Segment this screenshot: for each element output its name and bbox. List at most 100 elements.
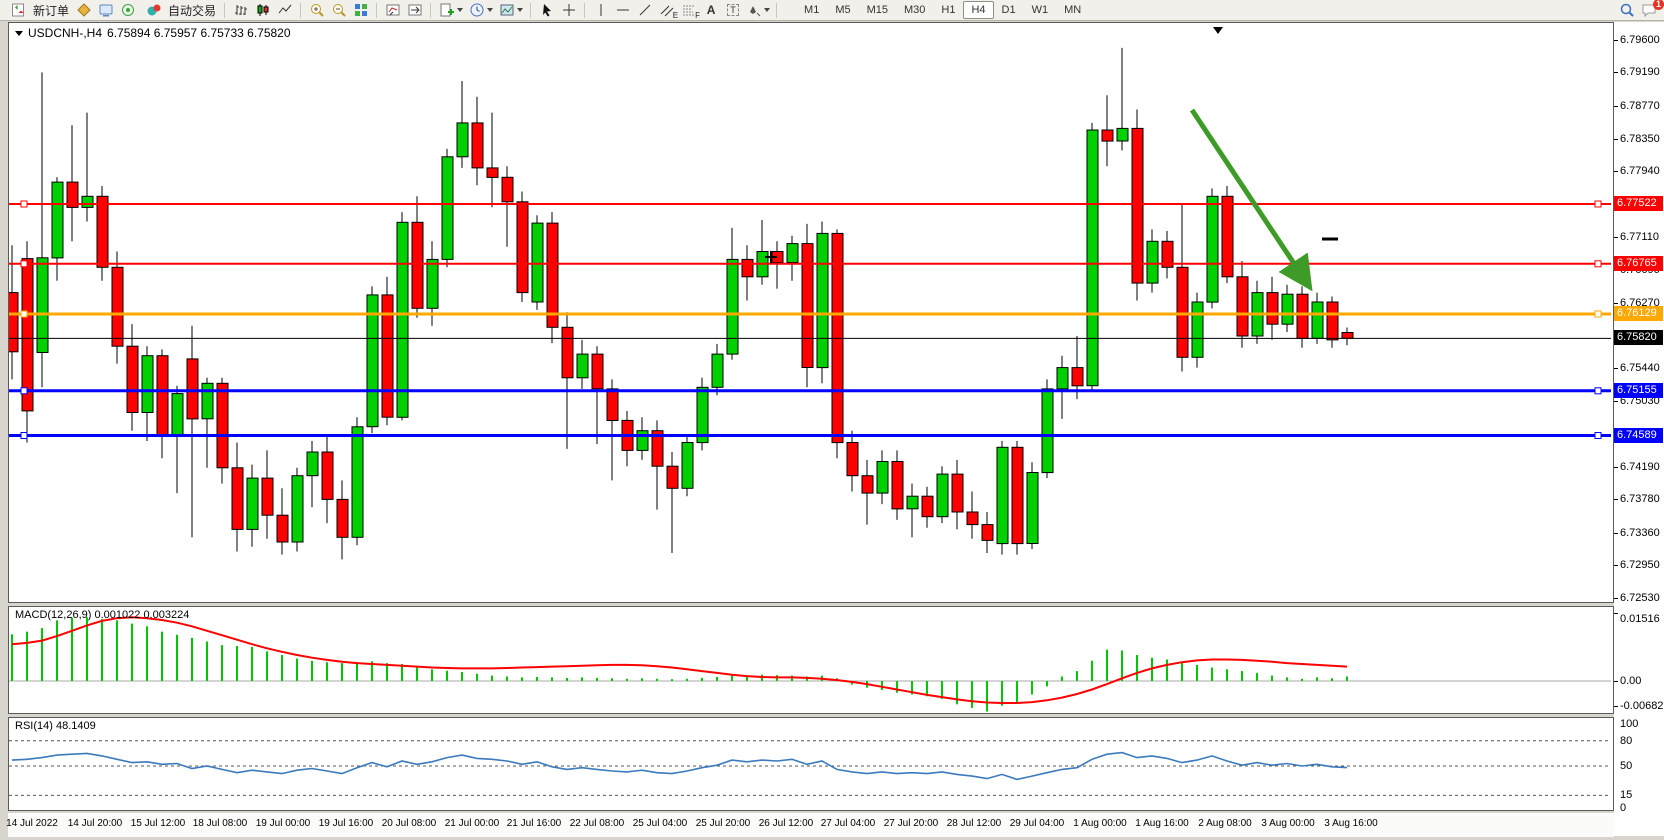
symbol-dropdown-icon[interactable] xyxy=(15,30,23,36)
macd-scale-label: 0.01516 xyxy=(1620,613,1660,625)
macd-scale-label: 0.00 xyxy=(1620,675,1642,687)
timeframe-h1[interactable]: H1 xyxy=(941,4,956,16)
time-axis[interactable] xyxy=(8,813,1614,837)
time-axis-label: 2 Aug 08:00 xyxy=(1198,818,1252,829)
rsi-canvas[interactable] xyxy=(9,718,1613,810)
arrows-icon[interactable] xyxy=(744,1,772,20)
chart-symbol: USDCNH-,H4 xyxy=(28,26,103,40)
price-tick-mark xyxy=(1614,565,1618,566)
price-tick-mark xyxy=(1614,72,1618,73)
toolbar-separator xyxy=(376,2,378,18)
main-toolbar: 新订单 自动交易 E F A T xyxy=(0,0,1664,21)
chat-badge: 1 xyxy=(1653,0,1664,10)
price-tick-mark xyxy=(1614,139,1618,140)
chart-title: USDCNH-,H4 6.75894 6.75957 6.75733 6.758… xyxy=(15,26,291,40)
candlestick-chart-icon[interactable] xyxy=(252,1,274,20)
rsi-scale-label: 50 xyxy=(1620,760,1633,772)
vertical-line-icon[interactable] xyxy=(590,1,612,20)
price-chart-canvas[interactable] xyxy=(9,23,1613,602)
macd-label: MACD(12,26,9) 0.001022 0.003224 xyxy=(15,609,190,621)
terminal-icon[interactable] xyxy=(95,1,117,20)
time-axis-label: 1 Aug 00:00 xyxy=(1073,818,1127,829)
price-tick-label: 6.78770 xyxy=(1620,100,1660,112)
price-tick-mark xyxy=(1614,237,1618,238)
chevron-down-icon xyxy=(487,8,494,12)
toolbar-separator xyxy=(530,2,532,18)
chart-shift-icon[interactable] xyxy=(404,1,426,20)
rsi-label: RSI(14) 48.1409 xyxy=(15,720,96,732)
new-order-button[interactable]: 新订单 xyxy=(4,1,73,20)
time-axis-label: 19 Jul 16:00 xyxy=(318,818,374,829)
macd-canvas[interactable] xyxy=(9,607,1613,713)
bar-chart-icon[interactable] xyxy=(230,1,252,20)
chat-icon[interactable]: 1 xyxy=(1638,0,1664,20)
time-axis-label: 25 Jul 20:00 xyxy=(695,818,751,829)
macd-scale-tick xyxy=(1614,613,1618,614)
timeframe-m1[interactable]: M1 xyxy=(804,4,820,16)
signal-icon[interactable] xyxy=(117,1,139,20)
crosshair-icon[interactable] xyxy=(558,1,580,20)
time-axis-label: 3 Aug 16:00 xyxy=(1324,818,1378,829)
toolbar-separator xyxy=(776,2,778,18)
text-icon[interactable]: A xyxy=(700,1,722,20)
price-tick-label: 6.77940 xyxy=(1620,165,1660,177)
price-tick-mark xyxy=(1614,171,1618,172)
price-tick-mark xyxy=(1614,499,1618,500)
period-clock-icon[interactable] xyxy=(466,1,496,20)
macd-panel[interactable]: MACD(12,26,9) 0.001022 0.003224 xyxy=(8,606,1614,714)
price-tick-label: 6.79190 xyxy=(1620,66,1660,78)
cross-marker xyxy=(765,251,777,263)
price-tick-label: 6.77110 xyxy=(1620,231,1659,243)
indicator-window-icon[interactable] xyxy=(382,1,404,20)
macd-scale-tick xyxy=(1614,681,1618,682)
zoom-in-icon[interactable] xyxy=(306,1,328,20)
auto-trading-label: 自动交易 xyxy=(168,3,217,18)
zoom-out-icon[interactable] xyxy=(328,1,350,20)
line-chart-icon[interactable] xyxy=(274,1,296,20)
price-tick-label: 6.79600 xyxy=(1620,34,1660,46)
price-tick-label: 6.72950 xyxy=(1620,559,1660,571)
timeframe-h4[interactable]: H4 xyxy=(963,1,994,19)
price-tick-mark xyxy=(1614,368,1618,369)
trendline-icon[interactable] xyxy=(634,1,656,20)
price-tick-mark xyxy=(1614,401,1618,402)
channel-icon[interactable]: E xyxy=(656,1,678,20)
fibonacci-icon[interactable]: F xyxy=(678,1,700,20)
timeframe-w1[interactable]: W1 xyxy=(1031,4,1049,16)
horizontal-level-lines xyxy=(9,200,1611,439)
cursor-icon[interactable] xyxy=(536,1,558,20)
rsi-scale-label: 15 xyxy=(1620,789,1633,801)
horizontal-line-icon[interactable] xyxy=(612,1,634,20)
label-icon[interactable]: T xyxy=(722,1,744,20)
timeframe-m5[interactable]: M5 xyxy=(835,4,851,16)
trend-arrow-annotation xyxy=(1189,108,1313,292)
gold-book-icon[interactable] xyxy=(73,1,95,20)
chart-ohlc: 6.75894 6.75957 6.75733 6.75820 xyxy=(107,26,291,40)
timeframe-d1[interactable]: D1 xyxy=(1001,4,1016,16)
timeframe-m15[interactable]: M15 xyxy=(866,4,888,16)
price-level-badge: 6.76129 xyxy=(1614,306,1663,321)
price-tick-mark xyxy=(1614,40,1618,41)
price-tick-label: 6.75030 xyxy=(1620,395,1660,407)
toolbar-separator xyxy=(300,2,302,18)
timeframe-m30[interactable]: M30 xyxy=(904,4,926,16)
macd-scale-label: -0.006829 xyxy=(1620,700,1664,712)
time-axis-label: 27 Jul 20:00 xyxy=(883,818,939,829)
chart-shift-marker xyxy=(1213,27,1223,34)
template-icon[interactable] xyxy=(496,1,526,20)
price-chart-panel[interactable]: USDCNH-,H4 6.75894 6.75957 6.75733 6.758… xyxy=(8,22,1614,603)
price-tick-label: 6.75440 xyxy=(1620,362,1660,374)
toolbar-separator xyxy=(430,2,432,18)
price-tick-label: 6.74190 xyxy=(1620,461,1660,473)
time-axis-label: 14 Jul 2022 xyxy=(6,818,58,829)
search-icon[interactable] xyxy=(1616,1,1638,20)
time-axis-label: 21 Jul 00:00 xyxy=(444,818,500,829)
auto-trading-button[interactable]: 自动交易 xyxy=(139,1,220,20)
new-chart-icon[interactable] xyxy=(436,1,466,20)
timeframe-mn[interactable]: MN xyxy=(1064,4,1082,16)
price-tick-label: 6.72530 xyxy=(1620,592,1660,604)
tile-windows-icon[interactable] xyxy=(350,1,372,20)
time-axis-label: 26 Jul 12:00 xyxy=(758,818,814,829)
rsi-panel[interactable]: RSI(14) 48.1409 xyxy=(8,717,1614,811)
time-axis-label: 21 Jul 16:00 xyxy=(506,818,562,829)
